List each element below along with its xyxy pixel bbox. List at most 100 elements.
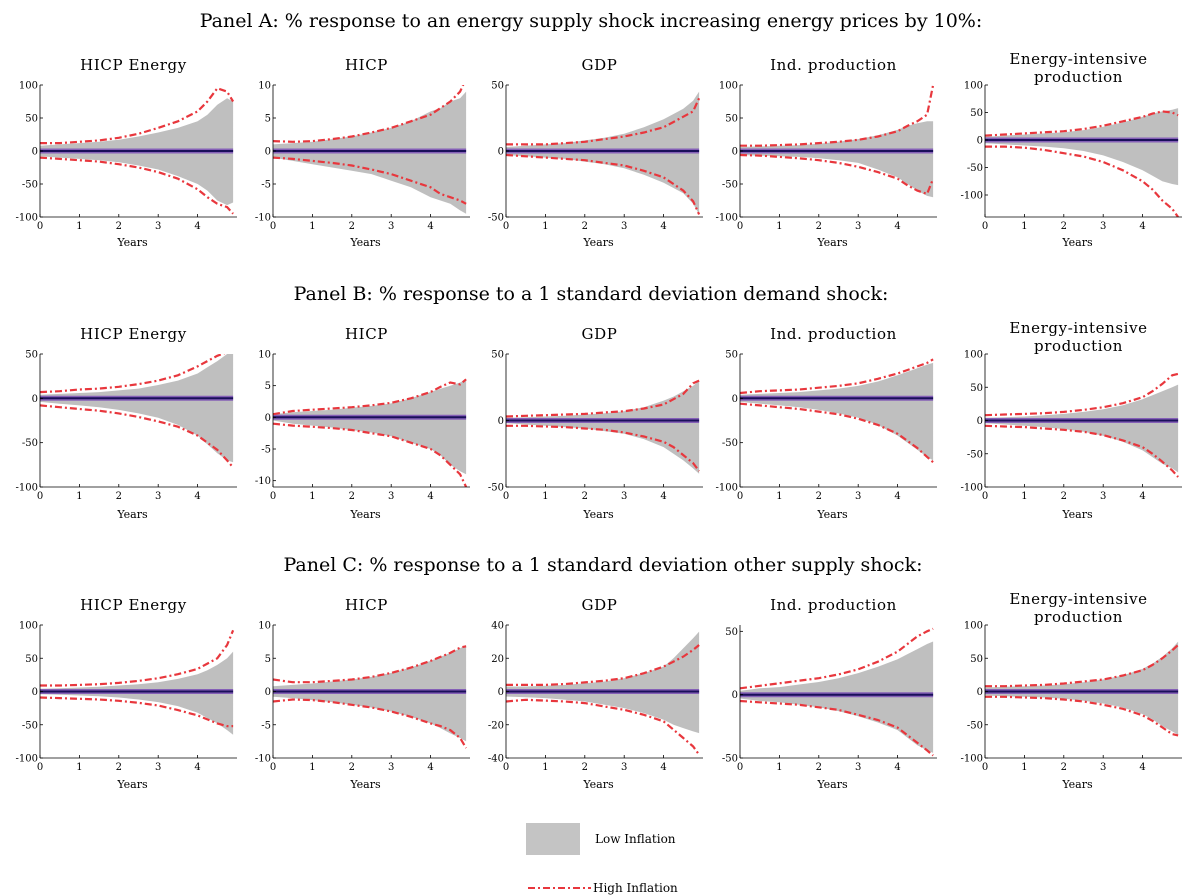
y-tick-label: 0	[498, 687, 504, 698]
chart-title: GDP	[582, 596, 618, 614]
x-tick-label: 0	[37, 221, 43, 232]
y-tick-label: 50	[725, 114, 738, 125]
plot-area	[273, 378, 468, 487]
y-tick-label: 100	[719, 81, 738, 92]
x-tick-label: 4	[894, 762, 900, 773]
panel-b-title: Panel B: % response to a 1 standard devi…	[294, 283, 889, 305]
chart-b-4: -100 -50 0 50 100 0 1 2 3 4 Years Energy-intensive p…	[961, 319, 1182, 521]
high-inflation-lower-bound	[740, 402, 934, 464]
x-tick-label: 1	[309, 221, 315, 232]
x-axis-label: Years	[116, 236, 148, 249]
y-tick-label: 100	[964, 81, 983, 92]
low-inflation-band	[740, 121, 934, 198]
legend: Low Inflation High Inflation	[526, 823, 678, 895]
chart-title: Ind. production	[770, 596, 897, 614]
x-tick-label: 4	[427, 491, 433, 502]
y-tick-label: 50	[25, 654, 38, 665]
x-axis-label: Years	[816, 778, 848, 791]
panel-c-title: Panel C: % response to a 1 standard devi…	[283, 554, 922, 576]
x-tick-label: 0	[503, 491, 509, 502]
y-tick-label: 0	[32, 687, 38, 698]
high-inflation-lower-bound	[273, 156, 467, 205]
x-axis-label: Years	[349, 778, 381, 791]
y-tick-label: -100	[716, 483, 738, 494]
x-tick-label: 1	[309, 762, 315, 773]
x-tick-label: 2	[582, 491, 588, 502]
x-tick-label: 2	[349, 762, 355, 773]
high-inflation-lower-bound	[506, 698, 700, 756]
chart-title-line-2: production	[1034, 337, 1123, 355]
y-tick-label: -5	[261, 720, 271, 731]
high-inflation-lower-bound	[985, 145, 1179, 217]
x-tick-label: 0	[982, 762, 988, 773]
high-inflation-upper-bound	[506, 97, 701, 146]
high-inflation-upper-bound	[740, 358, 934, 395]
y-tick-label: 0	[977, 136, 983, 147]
x-tick-label: 2	[116, 762, 122, 773]
chart-title-line-1: Energy-intensive	[1009, 50, 1147, 68]
x-tick-label: 1	[1021, 762, 1027, 773]
x-tick-label: 4	[1139, 762, 1145, 773]
y-tick-label: -5	[261, 180, 271, 191]
legend-low-label: Low Inflation	[595, 832, 676, 846]
high-inflation-lower-bound	[740, 699, 934, 757]
chart-a-3: -100 -50 0 50 100 0 1 2 3 4 Years Ind. production	[716, 56, 937, 249]
low-inflation-band	[985, 641, 1179, 735]
y-tick-label: -50	[488, 483, 504, 494]
y-tick-label: 10	[258, 81, 271, 92]
x-axis-label: Years	[1061, 236, 1093, 249]
chart-c-2: -40 -20 0 20 40 0 1 2 3 4 Years GDP	[488, 596, 703, 791]
low-inflation-band	[985, 384, 1179, 473]
x-axis-label: Years	[349, 236, 381, 249]
y-tick-label: 0	[732, 690, 738, 701]
x-tick-label: 1	[76, 221, 82, 232]
high-inflation-upper-bound	[40, 354, 226, 394]
x-tick-label: 4	[194, 491, 200, 502]
y-tick-label: -20	[488, 720, 504, 731]
y-tick-label: -50	[967, 449, 983, 460]
high-inflation-upper-bound	[273, 645, 467, 684]
high-inflation-upper-bound	[40, 629, 235, 687]
y-tick-label: 0	[498, 416, 504, 427]
x-tick-label: 0	[737, 221, 743, 232]
chart-title: Ind. production	[770, 56, 897, 74]
high-inflation-lower-bound	[985, 424, 1179, 478]
x-tick-label: 3	[1100, 221, 1106, 232]
x-tick-label: 4	[894, 221, 900, 232]
y-tick-label: -50	[22, 438, 38, 449]
y-tick-label: 0	[32, 394, 38, 405]
y-tick-label: -40	[488, 754, 504, 765]
x-axis-label: Years	[816, 236, 848, 249]
x-tick-label: 2	[116, 221, 122, 232]
y-tick-label: 10	[258, 350, 271, 361]
x-tick-label: 3	[855, 221, 861, 232]
x-axis-label: Years	[349, 508, 381, 521]
y-tick-label: 10	[258, 621, 271, 632]
y-tick-label: -5	[261, 445, 271, 456]
legend-high-label: High Inflation	[593, 881, 678, 895]
x-tick-label: 4	[660, 762, 666, 773]
low-inflation-band	[506, 631, 700, 734]
y-tick-label: 50	[25, 350, 38, 361]
high-inflation-lower-bound	[740, 153, 935, 196]
y-tick-label: -100	[16, 483, 38, 494]
x-tick-label: 3	[855, 491, 861, 502]
x-tick-label: 3	[155, 491, 161, 502]
y-tick-label: -100	[716, 213, 738, 224]
y-tick-label: 50	[725, 627, 738, 638]
x-tick-label: 0	[270, 491, 276, 502]
x-axis-label: Years	[1061, 508, 1093, 521]
chart-title: HICP	[345, 596, 388, 614]
y-tick-label: 0	[265, 687, 271, 698]
x-tick-label: 1	[542, 762, 548, 773]
x-tick-label: 4	[427, 221, 433, 232]
y-tick-label: 50	[725, 350, 738, 361]
x-axis-label: Years	[582, 508, 614, 521]
x-tick-label: 1	[1021, 221, 1027, 232]
y-tick-label: 0	[498, 147, 504, 158]
x-tick-label: 3	[155, 762, 161, 773]
high-inflation-lower-bound	[273, 698, 468, 749]
y-tick-label: 0	[265, 413, 271, 424]
y-tick-label: 0	[732, 394, 738, 405]
